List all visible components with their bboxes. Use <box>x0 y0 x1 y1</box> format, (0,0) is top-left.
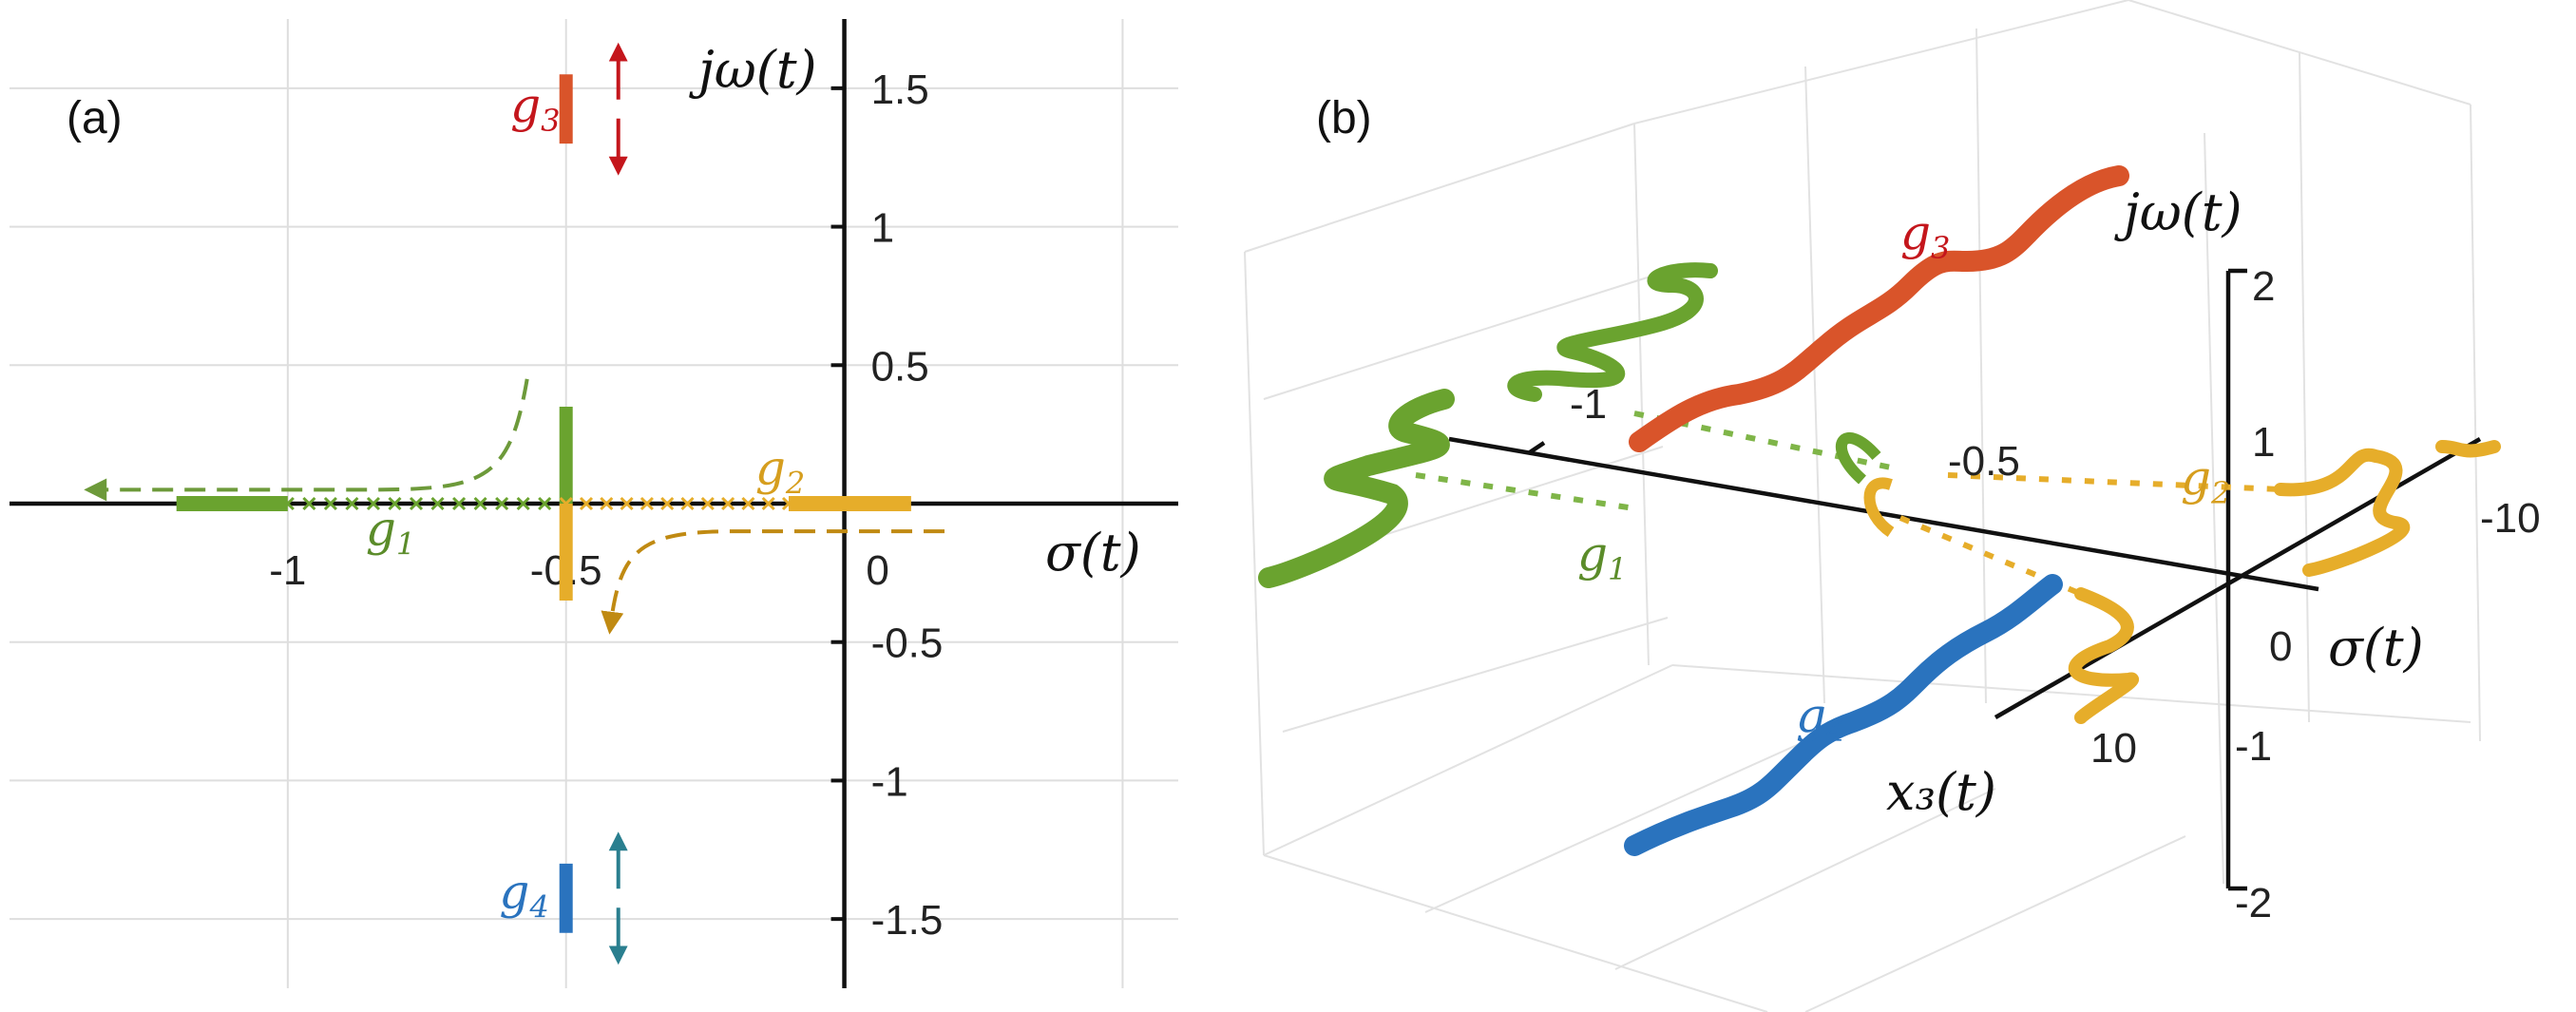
panel-b-z-tick: -2 <box>2235 880 2272 926</box>
panel-b-label: (b) <box>1316 93 1372 143</box>
panel-b-sigma-axis-label: σ(t) <box>2328 618 2424 678</box>
panel-b-sigma-tick: 0 <box>2269 623 2292 670</box>
series-g2-point <box>620 496 634 511</box>
y-tick-label: -1 <box>871 758 908 805</box>
series-g2-point <box>761 496 775 511</box>
panel-b-sigma-tick: -1 <box>1570 381 1607 428</box>
panel-b-x3-tick: -10 <box>2480 495 2541 542</box>
series-g4-label: g4 <box>499 864 548 925</box>
series-g2-point <box>579 496 594 511</box>
series-g1-point <box>302 496 316 511</box>
series-g1-point <box>495 496 509 511</box>
panel-b-z-tick: -1 <box>2235 723 2272 770</box>
panel-b-sigma-tick: -0.5 <box>1948 438 2020 485</box>
series-g1-point <box>452 496 467 511</box>
panel-b-g3-label: g3 <box>1900 205 1950 266</box>
series-g2-point <box>741 496 755 511</box>
series-g1-point <box>409 496 424 511</box>
series-g1-point <box>516 496 530 511</box>
panel-b: (b) jω(t) σ(t) x₃(t) -1 -0.5 0 -10 10 2 … <box>1244 0 2541 1012</box>
panel-b-z-tick: 2 <box>2252 263 2275 310</box>
y-tick-label: 1 <box>871 205 894 252</box>
panel-a-label: (a) <box>67 93 123 143</box>
panel-b-box-grid <box>1244 0 2481 1012</box>
series-g2-point <box>680 496 695 511</box>
panel-a-ticks: -1-0.501.510.5-0.5-1-1.5 <box>269 67 943 944</box>
series-g2-point <box>559 496 573 511</box>
series-g1-trajectory-arrow <box>84 378 529 502</box>
series-g2-point <box>700 496 715 511</box>
panel-b-sigma-axis <box>1448 436 2319 592</box>
y-tick-label: 0.5 <box>871 343 929 390</box>
panel-a-series-labels: g1 g2 g3 g4 <box>366 78 805 926</box>
series-g1-point <box>473 496 487 511</box>
panel-b-series-g3 <box>1629 165 2129 452</box>
panel-a-y-axis-label: jω(t) <box>689 40 817 100</box>
series-g1-point <box>366 496 381 511</box>
series-g2-point <box>660 496 675 511</box>
panel-b-g1-label: g1 <box>1577 526 1627 587</box>
panel-b-series-g1 <box>1258 262 1892 588</box>
series-g1 <box>176 407 573 511</box>
series-g2-trajectory-arrow <box>601 529 945 635</box>
series-g1-point <box>388 496 402 511</box>
series-g3-label: g3 <box>510 78 560 139</box>
series-g2-point <box>600 496 614 511</box>
series-g1-point <box>430 496 445 511</box>
series-g1-point <box>280 496 295 511</box>
panel-b-x3-axis-label: x₃(t) <box>1886 762 1996 822</box>
panel-b-g4-label: g4 <box>1796 688 1845 749</box>
panel-b-z-axis-label: jω(t) <box>2114 182 2242 242</box>
panel-a-arrows <box>84 42 945 965</box>
series-g1-point <box>323 496 337 511</box>
x-tick-label: -1 <box>269 547 306 594</box>
panel-b-g2-label: g2 <box>2181 450 2230 511</box>
series-g2-point <box>639 496 654 511</box>
panel-b-z-tick: 1 <box>2252 419 2275 466</box>
panel-a-x-axis-label: σ(t) <box>1045 523 1141 582</box>
y-tick-label: -1.5 <box>871 897 944 944</box>
y-tick-label: 1.5 <box>871 67 929 113</box>
series-g2 <box>559 496 911 601</box>
panel-b-x3-tick: 10 <box>2090 725 2137 772</box>
series-g2-point <box>721 496 735 511</box>
series-g1-label: g1 <box>366 502 415 563</box>
y-tick-label: -0.5 <box>871 621 944 667</box>
x-tick-label: 0 <box>866 547 888 594</box>
panel-a: -1-0.501.510.5-0.5-1-1.5 (a) σ(t) jω(t) … <box>10 19 1178 988</box>
series-g1-point <box>538 496 552 511</box>
series-g1-point <box>345 496 359 511</box>
panel-b-series-g4 <box>1624 574 2063 856</box>
panel-a-series <box>176 74 911 933</box>
series-g2-label: g2 <box>755 441 805 502</box>
